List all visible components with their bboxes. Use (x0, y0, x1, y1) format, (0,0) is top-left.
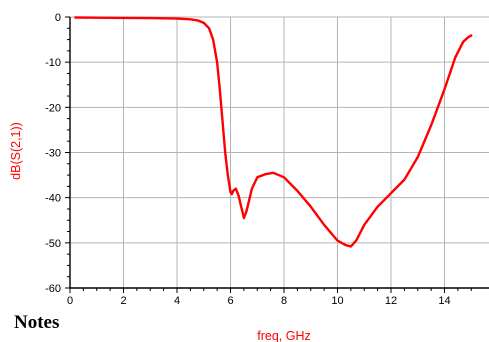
x-tick-label: 8 (281, 295, 287, 307)
series-line (74, 16, 473, 248)
y-tick-label: -20 (45, 102, 61, 114)
y-tick-label: 0 (55, 12, 61, 24)
x-tick-label: 2 (120, 295, 126, 307)
x-tick-label: 14 (438, 295, 450, 307)
y-tick-label: -10 (45, 57, 61, 69)
y-tick-label: -40 (45, 193, 61, 205)
notes-heading: Notes (14, 312, 60, 333)
y-tick-label: -60 (45, 283, 61, 295)
x-tick-label: 4 (174, 295, 180, 307)
x-tick-label: 10 (331, 295, 343, 307)
series-layer (74, 16, 473, 248)
x-tick-label: 0 (67, 295, 73, 307)
grid (70, 16, 489, 288)
axes (65, 16, 489, 293)
x-tick-label: 12 (385, 295, 397, 307)
y-tick-label: -30 (45, 148, 61, 160)
x-axis-title: freq, GHz (257, 329, 311, 342)
y-tick-label: -50 (45, 238, 61, 250)
x-tick-label: 6 (227, 295, 233, 307)
tick-labels: 0 2 4 6 8 10 12 14 0 -10 -20 -30 -40 -50 -60 (45, 12, 451, 307)
y-axis-title: dB(S(2,1)) (9, 122, 23, 180)
